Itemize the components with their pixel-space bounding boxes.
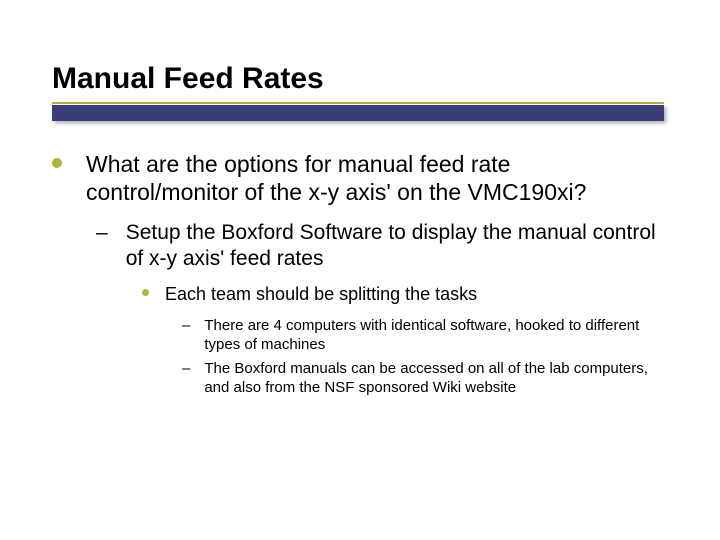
bullet-text: The Boxford manuals can be accessed on a…: [204, 359, 668, 398]
slide: Manual Feed Rates What are the options f…: [0, 0, 720, 540]
bullet-text: What are the options for manual feed rat…: [86, 150, 668, 206]
bullet-level2: – Setup the Boxford Software to display …: [96, 220, 668, 271]
bullet-level3: Each team should be splitting the tasks: [142, 283, 668, 306]
slide-body: What are the options for manual feed rat…: [52, 150, 668, 402]
bullet-text: There are 4 computers with identical sof…: [204, 316, 668, 355]
bullet-text: Setup the Boxford Software to display th…: [126, 220, 668, 271]
title-underline: [52, 102, 664, 104]
disc-bullet-icon: [52, 158, 62, 168]
bullet-level1: What are the options for manual feed rat…: [52, 150, 668, 206]
dash-bullet-icon: –: [96, 220, 108, 246]
slide-title: Manual Feed Rates: [52, 62, 324, 96]
disc-bullet-icon: [142, 289, 149, 296]
dash-bullet-icon: –: [182, 359, 190, 379]
bullet-level4: – There are 4 computers with identical s…: [182, 316, 668, 355]
dash-bullet-icon: –: [182, 316, 190, 336]
title-bar: [52, 105, 664, 121]
bullet-text: Each team should be splitting the tasks: [165, 283, 477, 306]
bullet-level4: – The Boxford manuals can be accessed on…: [182, 359, 668, 398]
